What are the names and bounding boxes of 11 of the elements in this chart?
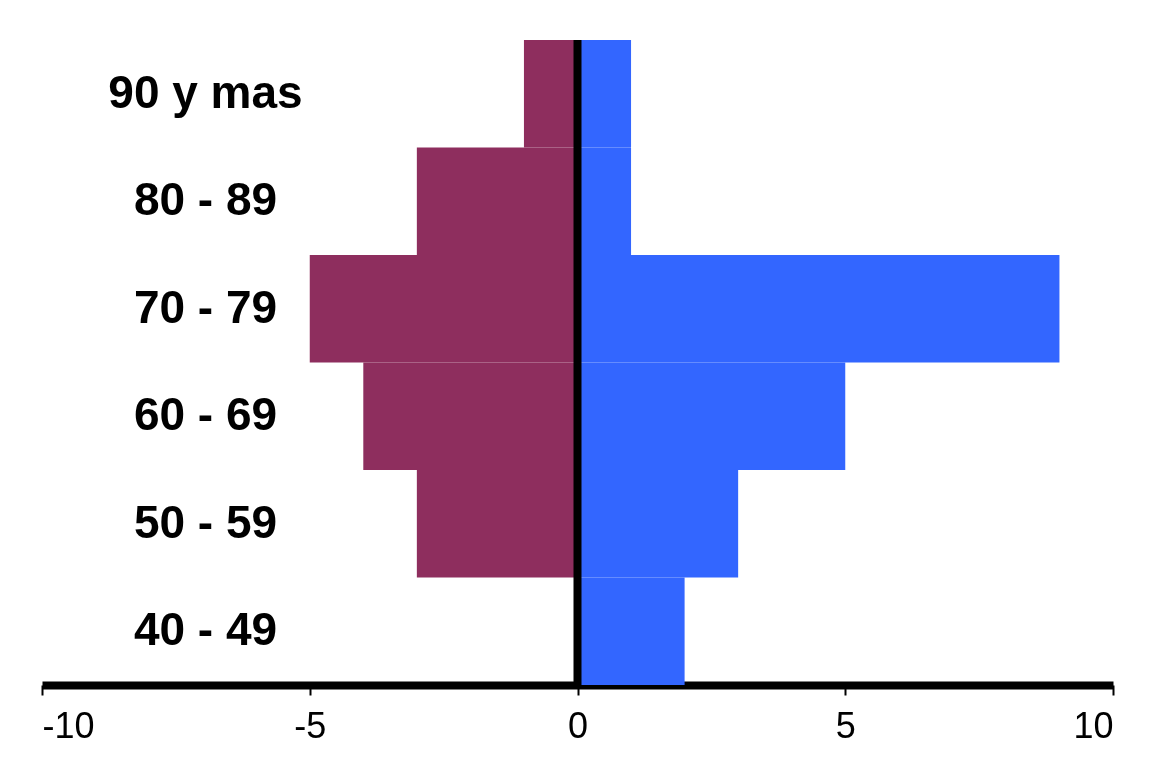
x-tick-label: -5 xyxy=(294,704,327,746)
x-tick-label: 5 xyxy=(835,704,856,746)
x-tick-label: 10 xyxy=(1073,704,1114,746)
y-tick-label: 50 - 59 xyxy=(133,495,278,548)
y-tick-label: 40 - 49 xyxy=(133,603,278,656)
y-tick-label: 80 - 89 xyxy=(133,173,278,226)
y-tick-label: 90 y mas xyxy=(108,65,303,118)
y-tick-label: 70 - 79 xyxy=(133,280,278,333)
y-tick-label: 60 - 69 xyxy=(133,388,278,441)
x-tick-label: 0 xyxy=(567,704,589,746)
x-tick-label: -10 xyxy=(42,704,95,746)
